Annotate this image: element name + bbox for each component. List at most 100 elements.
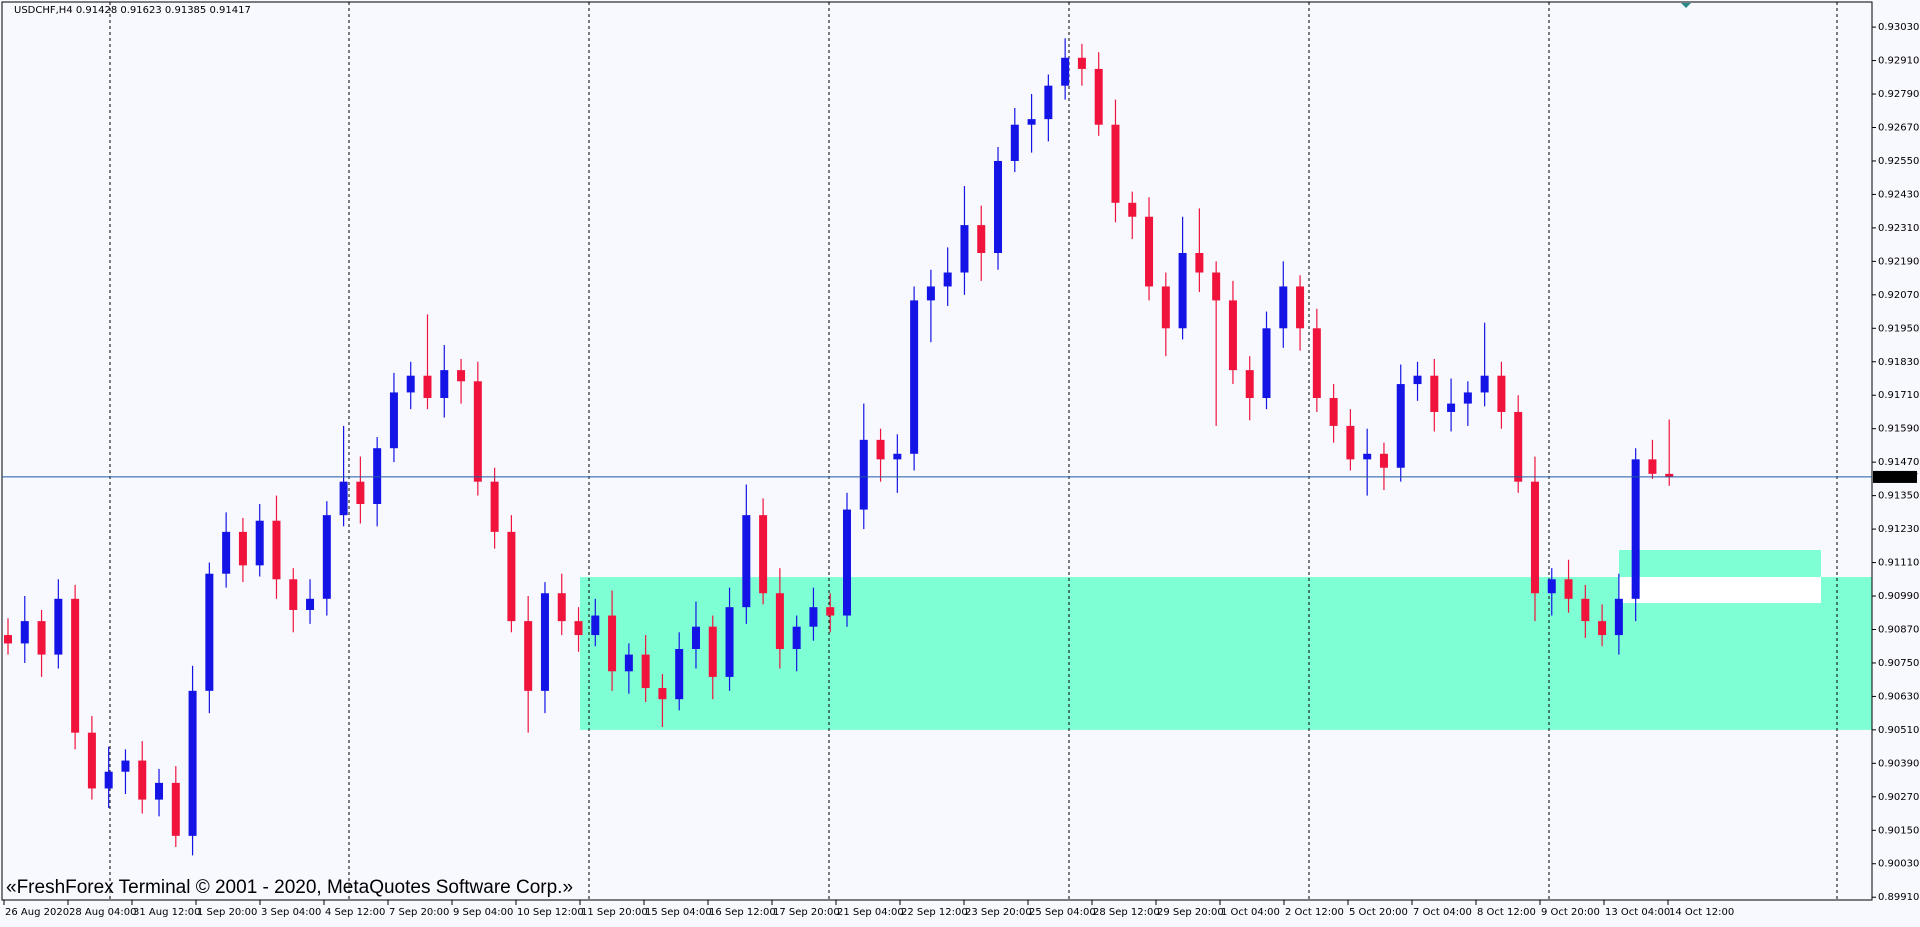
y-tick-label: 0.90030 (1878, 859, 1919, 870)
x-tick-label: 5 Oct 20:00 (1349, 907, 1408, 918)
candle-body (306, 598, 315, 610)
candle-body (356, 481, 365, 504)
candle-body (641, 654, 650, 689)
candle-body (457, 370, 466, 382)
candle-body (104, 771, 113, 789)
x-tick-label: 13 Oct 04:00 (1605, 907, 1670, 918)
candle-body (1077, 57, 1086, 69)
candle-body (977, 225, 986, 253)
candle-body (1614, 598, 1623, 636)
candle-body (1212, 272, 1221, 301)
shift-marker (1681, 3, 1691, 8)
candle-body (238, 531, 247, 566)
candle-body (1111, 124, 1120, 203)
x-tick-label: 7 Sep 20:00 (389, 907, 449, 918)
candle-body (1430, 375, 1439, 412)
y-tick-label: 0.91830 (1878, 357, 1919, 368)
candle-body (322, 515, 331, 599)
candle-body (1027, 119, 1036, 125)
candle-body (54, 598, 63, 655)
candle-body (1346, 425, 1355, 460)
candle-body (574, 621, 583, 636)
x-tick-label: 4 Sep 12:00 (325, 907, 385, 918)
candle-body (876, 439, 885, 460)
candle-body (1262, 328, 1271, 399)
x-tick-label: 8 Oct 12:00 (1477, 907, 1536, 918)
candle-body (1010, 124, 1019, 161)
candle-body (1648, 459, 1657, 474)
candle-body (1480, 375, 1489, 393)
y-tick-label: 0.91470 (1878, 457, 1919, 468)
candle-body (71, 598, 80, 733)
candle-body (742, 515, 751, 608)
candle-body (339, 481, 348, 516)
candle-body (406, 375, 415, 393)
x-tick-label: 29 Sep 20:00 (1157, 907, 1224, 918)
y-tick-label: 0.91230 (1878, 524, 1919, 535)
y-tick-label: 0.92670 (1878, 122, 1919, 133)
candle-body (389, 392, 398, 449)
x-tick-label: 3 Sep 04:00 (261, 907, 321, 918)
candle-body (1564, 579, 1573, 599)
candle-body (490, 481, 499, 532)
x-tick-label: 28 Sep 12:00 (1093, 907, 1160, 918)
y-tick-label: 0.91590 (1878, 424, 1919, 435)
candle-body (943, 272, 952, 287)
candle-body (272, 520, 281, 580)
candle-body (507, 531, 516, 622)
y-tick-label: 0.92550 (1878, 156, 1919, 167)
y-tick-label: 0.90390 (1878, 758, 1919, 769)
candles (4, 38, 1674, 856)
candle-body (960, 225, 969, 273)
candle-body (1363, 453, 1372, 460)
candle-body (725, 607, 734, 677)
x-tick-label: 16 Sep 12:00 (709, 907, 776, 918)
y-tick-label: 0.92430 (1878, 189, 1919, 200)
y-tick-label: 0.92910 (1878, 56, 1919, 67)
candle-body (20, 621, 29, 644)
zone-gap (1619, 577, 1821, 604)
x-tick-label: 31 Aug 12:00 (133, 907, 200, 918)
y-tick-label: 0.91110 (1878, 558, 1919, 569)
candle-body (1145, 216, 1154, 287)
candle-body (893, 453, 902, 460)
x-tick-label: 1 Oct 04:00 (1221, 907, 1280, 918)
candle-body (1245, 370, 1254, 399)
zone (1619, 550, 1821, 578)
y-tick-label: 0.93030 (1878, 22, 1919, 33)
x-tick-label: 28 Aug 04:00 (69, 907, 136, 918)
candle-body (222, 531, 231, 574)
y-tick-label: 0.92790 (1878, 89, 1919, 100)
candle-body (1279, 286, 1288, 329)
x-tick-label: 22 Sep 12:00 (901, 907, 968, 918)
candle-body (1413, 375, 1422, 385)
x-tick-label: 7 Oct 04:00 (1413, 907, 1472, 918)
candle-body (859, 439, 868, 510)
candle-body (1396, 384, 1405, 468)
candle-body (910, 300, 919, 454)
candle-body (373, 448, 382, 504)
candle-body (205, 573, 214, 691)
candle-body (1447, 403, 1456, 412)
candle-body (155, 782, 164, 800)
candle-body (138, 760, 147, 800)
candle-body (540, 593, 549, 691)
candle-body (289, 579, 298, 610)
x-tick-label: 10 Sep 12:00 (517, 907, 584, 918)
candle-body (1514, 411, 1523, 482)
candle-body (1497, 375, 1506, 412)
candle-body (188, 690, 197, 836)
candle-body (591, 615, 600, 636)
y-tick-label: 0.90990 (1878, 591, 1919, 602)
y-tick-label: 0.92310 (1878, 223, 1919, 234)
candle-body (1094, 68, 1103, 125)
candle-body (994, 160, 1003, 253)
y-tick-label: 0.91710 (1878, 390, 1919, 401)
candle-body (759, 515, 768, 594)
candle-body (926, 286, 935, 301)
candle-body (1228, 300, 1237, 371)
candle-body (87, 732, 96, 789)
candle-body (826, 607, 835, 616)
